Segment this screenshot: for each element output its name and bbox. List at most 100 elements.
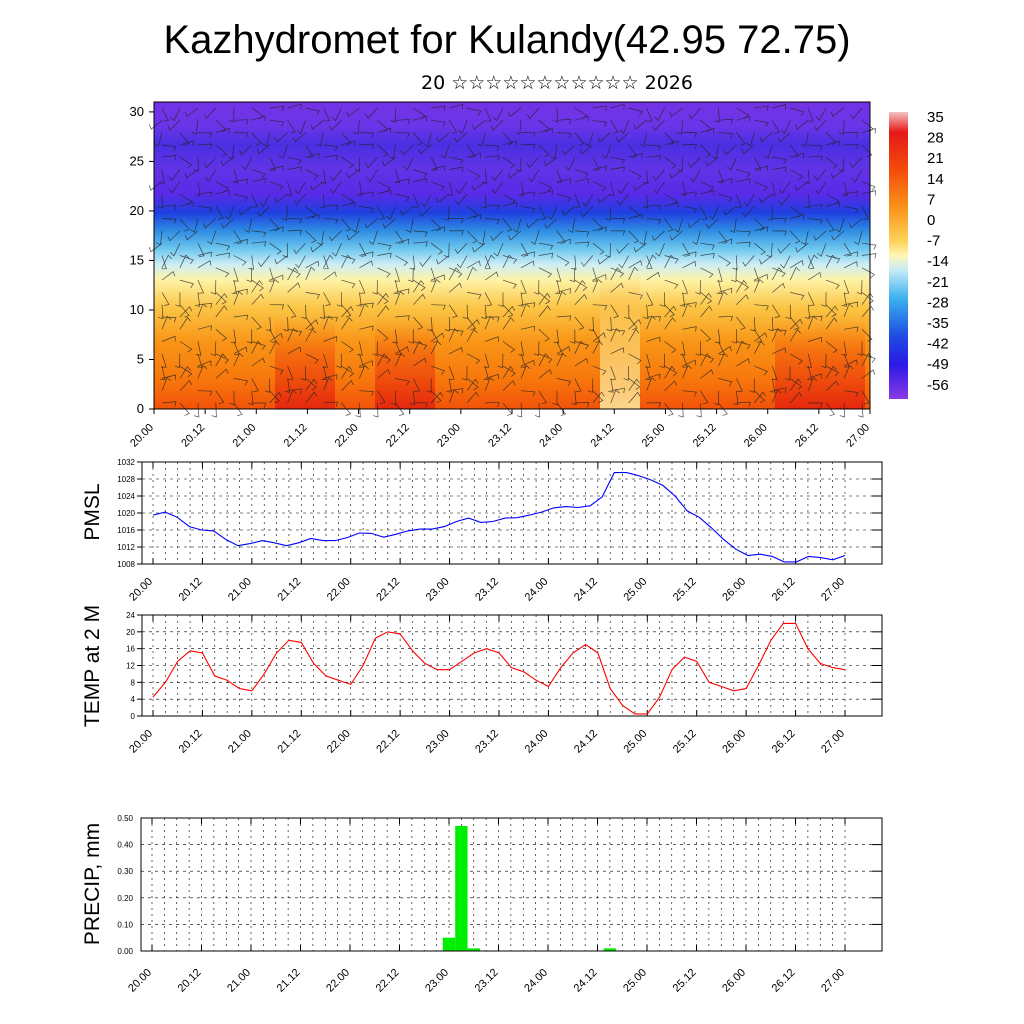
wind-barb bbox=[395, 132, 410, 138]
wind-barb bbox=[571, 255, 577, 270]
wind-barb bbox=[221, 218, 235, 229]
wind-barb bbox=[492, 107, 504, 122]
wind-barb bbox=[592, 365, 607, 376]
wind-barb bbox=[197, 303, 208, 318]
wind-barb bbox=[449, 346, 463, 355]
wind-barb bbox=[844, 144, 859, 150]
wind-barb bbox=[754, 165, 769, 171]
temp-x-tick-label: 20.12 bbox=[177, 728, 205, 756]
wind-barb bbox=[168, 169, 181, 182]
wind-barb bbox=[772, 166, 787, 173]
wind-barb bbox=[608, 378, 614, 393]
wind-barb bbox=[790, 152, 804, 159]
temp-x-tick-label: 22.00 bbox=[325, 728, 353, 756]
wind-barb bbox=[203, 156, 217, 169]
wind-barb bbox=[718, 378, 733, 387]
wind-barb bbox=[466, 266, 477, 281]
wind-barb bbox=[861, 206, 869, 220]
wind-barb bbox=[653, 181, 665, 194]
wind-barb bbox=[295, 255, 306, 269]
wind-barb bbox=[825, 305, 838, 318]
wind-barb bbox=[808, 402, 823, 408]
wind-barb bbox=[507, 169, 522, 179]
wind-barb bbox=[467, 292, 482, 300]
wind-barb bbox=[646, 377, 656, 391]
wind-barb bbox=[688, 107, 701, 120]
wind-barb bbox=[412, 193, 420, 208]
wind-barb bbox=[646, 254, 657, 268]
wind-barb bbox=[323, 154, 338, 161]
wind-barb bbox=[395, 193, 410, 202]
wind-barb bbox=[507, 107, 522, 118]
wind-barb bbox=[813, 230, 827, 241]
wind-barb bbox=[502, 279, 517, 289]
wind-barb bbox=[406, 218, 414, 233]
wind-barb bbox=[754, 273, 768, 281]
wind-barb bbox=[497, 353, 504, 369]
wind-barb bbox=[520, 390, 536, 397]
wind-barb bbox=[518, 181, 525, 196]
wind-barb bbox=[533, 341, 540, 356]
precip-x-tick-label: 20.12 bbox=[176, 967, 204, 995]
wind-barb bbox=[377, 127, 392, 134]
heatmap-x-tick-label: 21.12 bbox=[282, 422, 310, 450]
wind-barb bbox=[484, 315, 495, 330]
wind-barb bbox=[814, 169, 827, 181]
wind-barb bbox=[461, 366, 468, 381]
wind-barb bbox=[664, 380, 678, 391]
wind-barb bbox=[233, 267, 239, 282]
wind-barb bbox=[843, 365, 854, 379]
wind-barb bbox=[754, 332, 768, 342]
precip-y-tick-label: 0.30 bbox=[117, 867, 133, 876]
wind-barb bbox=[283, 316, 289, 332]
colorbar-label: 0 bbox=[927, 212, 935, 229]
wind-barb bbox=[418, 206, 432, 217]
wind-barb bbox=[574, 316, 585, 330]
wind-barb bbox=[789, 378, 802, 391]
wind-barb bbox=[456, 255, 468, 269]
wind-barb bbox=[682, 303, 692, 318]
precip-x-tick-label: 24.00 bbox=[522, 967, 550, 995]
wind-barb bbox=[251, 115, 266, 122]
wind-barb bbox=[341, 279, 356, 289]
wind-barb bbox=[844, 301, 859, 308]
wind-barb bbox=[574, 132, 585, 146]
wind-barb bbox=[520, 132, 536, 138]
wind-barb bbox=[729, 218, 737, 234]
wind-barb bbox=[269, 304, 285, 310]
wind-barb bbox=[149, 120, 163, 130]
precip-y-tick-label: 0.10 bbox=[117, 920, 133, 929]
wind-barb bbox=[228, 108, 235, 123]
wind-barb bbox=[305, 107, 320, 116]
colorbar-label: 14 bbox=[927, 171, 944, 188]
wind-barb bbox=[515, 120, 522, 135]
wind-barb bbox=[502, 365, 514, 379]
wind-barb bbox=[835, 218, 845, 233]
wind-barb bbox=[341, 201, 356, 208]
wind-barb bbox=[825, 254, 837, 268]
wind-barb bbox=[305, 152, 320, 159]
wind-barb bbox=[526, 107, 540, 120]
wind-barb bbox=[179, 279, 194, 289]
wind-barb bbox=[772, 282, 786, 293]
wind-barb bbox=[538, 305, 551, 318]
wind-barb bbox=[815, 181, 827, 195]
wind-barb bbox=[323, 271, 337, 281]
wind-barb bbox=[526, 156, 540, 169]
wind-barb bbox=[718, 255, 731, 267]
wind-barb bbox=[825, 132, 837, 146]
wind-barb bbox=[179, 218, 190, 232]
wind-barb bbox=[287, 389, 297, 404]
wind-barb bbox=[843, 279, 850, 294]
wind-barb bbox=[233, 193, 248, 202]
wind-barb bbox=[574, 193, 581, 208]
wind-barb bbox=[639, 230, 647, 246]
wind-barb bbox=[659, 353, 665, 369]
wind-barb bbox=[580, 255, 594, 267]
wind-barb bbox=[269, 365, 284, 375]
wind-barb bbox=[466, 378, 479, 391]
wind-barb bbox=[179, 366, 191, 379]
wind-barb bbox=[736, 341, 751, 350]
wind-barb bbox=[448, 282, 462, 293]
wind-barb bbox=[329, 169, 342, 182]
